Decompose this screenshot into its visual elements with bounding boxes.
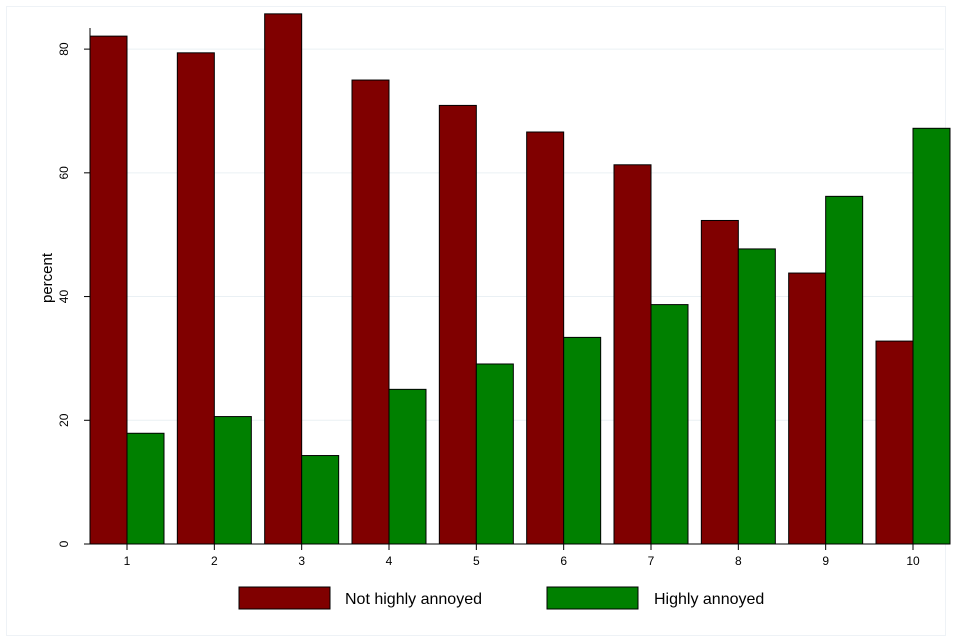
- bar-not-highly-annoyed-7: [613, 164, 652, 545]
- bar-highly-annoyed-3: [301, 455, 340, 545]
- y-tick-label: 20: [57, 413, 71, 427]
- bar-highly-annoyed-5: [475, 363, 514, 545]
- axes: [89, 28, 944, 545]
- legend-swatch: [546, 586, 639, 610]
- bar-highly-annoyed-9: [825, 195, 864, 545]
- x-tick-label: 7: [648, 554, 655, 568]
- bar-not-highly-annoyed-8: [700, 219, 739, 545]
- bar-highly-annoyed-7: [650, 304, 689, 545]
- bar-not-highly-annoyed-9: [788, 272, 827, 545]
- x-tick-label: 3: [298, 554, 305, 568]
- legend-label: Not highly annoyed: [345, 591, 482, 608]
- bar-highly-annoyed-10: [912, 127, 951, 545]
- bar-not-highly-annoyed-4: [351, 79, 390, 545]
- bar-not-highly-annoyed-10: [875, 340, 914, 545]
- x-tick-label: 1: [124, 554, 131, 568]
- bar-not-highly-annoyed-3: [264, 13, 303, 545]
- bar-not-highly-annoyed-1: [89, 35, 128, 545]
- legend-label: Highly annoyed: [654, 591, 764, 608]
- legend: Not highly annoyed Highly annoyed: [238, 586, 764, 610]
- x-tick-label: 8: [735, 554, 742, 568]
- bar-not-highly-annoyed-2: [176, 52, 215, 545]
- bar-not-highly-annoyed-5: [438, 104, 477, 545]
- y-tick-label: 0: [57, 540, 71, 547]
- y-tick-label: 40: [57, 290, 71, 304]
- bar-highly-annoyed-2: [213, 416, 252, 545]
- bar-highly-annoyed-4: [388, 388, 427, 545]
- legend-swatch: [238, 586, 331, 610]
- x-tick-label: 9: [822, 554, 829, 568]
- bar-highly-annoyed-8: [737, 248, 776, 545]
- x-tick-label: 6: [560, 554, 567, 568]
- y-tick-label: 80: [57, 42, 71, 56]
- y-ticks: 0 20 40 60 80: [57, 42, 90, 547]
- x-ticks: 1 2 3 4 5 6 7 8 9 10: [124, 544, 920, 568]
- x-tick-label: 2: [211, 554, 218, 568]
- x-tick-label: 4: [386, 554, 393, 568]
- x-tick-label: 5: [473, 554, 480, 568]
- bar-highly-annoyed-1: [126, 432, 165, 545]
- bars: [89, 13, 951, 545]
- bar-not-highly-annoyed-6: [526, 131, 565, 545]
- x-tick-label: 10: [906, 554, 920, 568]
- bar-highly-annoyed-6: [563, 336, 602, 545]
- y-axis-title: percent: [39, 252, 56, 303]
- y-tick-label: 60: [57, 166, 71, 180]
